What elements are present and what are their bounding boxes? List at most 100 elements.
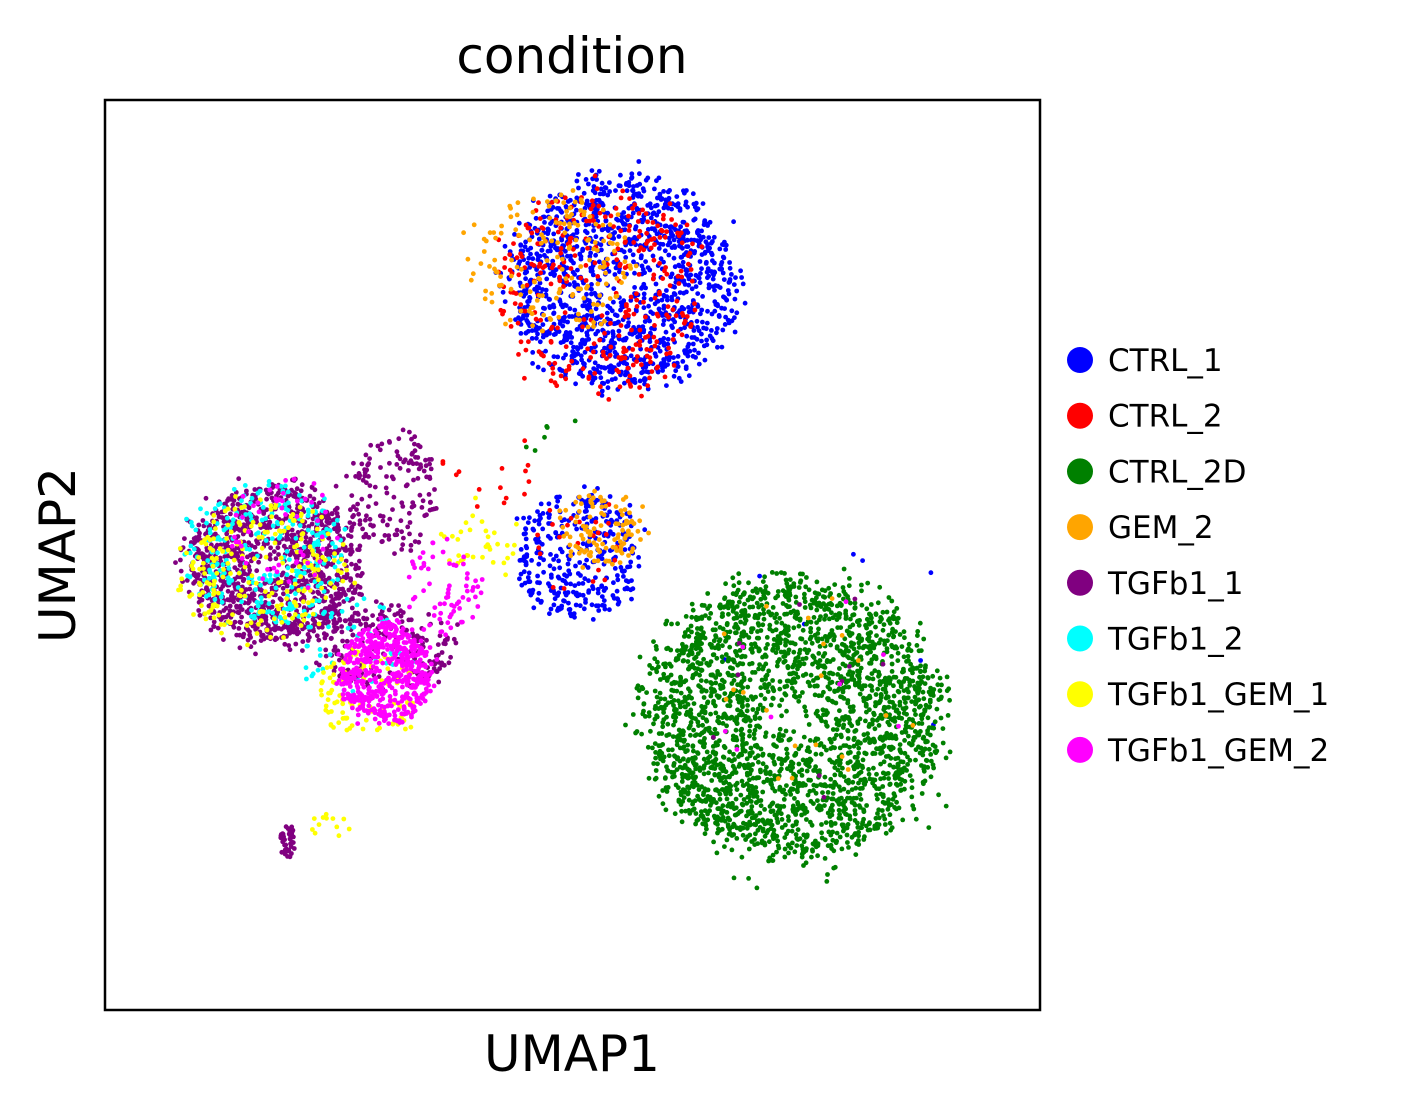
data-point — [501, 500, 507, 506]
data-point — [836, 800, 841, 806]
data-point — [852, 754, 858, 760]
data-point — [652, 656, 658, 662]
data-point — [808, 619, 814, 625]
data-point — [824, 879, 830, 884]
data-point — [644, 230, 649, 236]
data-point — [684, 228, 689, 234]
data-point — [637, 343, 643, 348]
data-point — [596, 554, 601, 560]
data-point — [692, 665, 698, 671]
data-point — [788, 671, 794, 677]
data-point — [665, 767, 670, 773]
data-point — [669, 271, 675, 277]
data-point — [720, 613, 725, 619]
data-point — [672, 811, 678, 817]
data-point — [520, 284, 526, 289]
data-point — [576, 371, 582, 376]
data-point — [627, 564, 633, 569]
data-point — [653, 768, 659, 773]
data-point — [747, 723, 753, 729]
data-point — [720, 254, 726, 260]
data-point — [541, 214, 547, 220]
data-point — [628, 353, 634, 359]
data-point — [898, 788, 904, 793]
data-point — [815, 631, 821, 636]
data-point — [887, 722, 892, 728]
data-point — [902, 676, 908, 681]
data-point — [893, 806, 899, 812]
data-point — [685, 627, 691, 632]
data-point — [800, 627, 806, 633]
data-point — [775, 776, 781, 781]
data-point — [890, 717, 896, 723]
data-point — [565, 333, 571, 338]
data-point — [686, 725, 692, 731]
data-point — [636, 272, 642, 277]
data-point — [943, 755, 949, 761]
data-point — [851, 551, 856, 557]
data-point — [607, 180, 612, 186]
data-point — [588, 529, 593, 535]
data-point — [492, 266, 497, 272]
data-point — [523, 536, 529, 542]
data-point — [598, 375, 604, 381]
data-point — [872, 777, 878, 783]
data-point — [640, 686, 646, 692]
data-point — [779, 697, 785, 703]
data-point — [583, 600, 588, 605]
data-point — [603, 281, 609, 287]
data-point — [522, 244, 528, 250]
data-point — [532, 518, 538, 524]
data-point — [680, 264, 686, 269]
data-point — [645, 219, 650, 225]
data-point — [685, 758, 691, 764]
data-point — [546, 501, 552, 507]
data-point — [706, 770, 711, 776]
data-point — [567, 221, 572, 227]
data-point — [657, 690, 663, 696]
data-point — [614, 548, 620, 553]
data-point — [572, 418, 578, 424]
data-point — [784, 678, 790, 684]
data-point — [529, 230, 535, 236]
data-point — [901, 696, 907, 702]
data-point — [584, 285, 589, 291]
data-point — [604, 356, 609, 361]
data-point — [778, 570, 784, 575]
data-point — [797, 580, 803, 585]
data-point — [692, 780, 698, 786]
data-point — [814, 783, 819, 789]
data-point — [890, 735, 896, 741]
data-point — [712, 772, 718, 778]
data-point — [557, 321, 563, 326]
data-point — [855, 739, 861, 745]
data-point — [741, 677, 747, 683]
data-point — [584, 557, 589, 563]
data-point — [738, 825, 743, 830]
data-point — [522, 491, 527, 497]
data-point — [540, 226, 546, 232]
data-point — [788, 584, 794, 590]
data-point — [638, 346, 643, 352]
data-point — [734, 288, 740, 294]
data-point — [652, 295, 658, 301]
data-point — [735, 662, 741, 668]
data-point — [525, 575, 531, 580]
data-point — [713, 633, 718, 638]
data-point — [782, 653, 788, 659]
data-point — [681, 679, 687, 685]
data-point — [651, 257, 657, 263]
data-point — [731, 687, 736, 693]
data-point — [565, 522, 570, 528]
data-point — [744, 800, 750, 806]
data-point — [523, 444, 529, 450]
data-point — [881, 622, 887, 627]
data-point — [763, 646, 769, 651]
data-point — [723, 652, 729, 657]
data-point — [695, 324, 700, 330]
data-point — [918, 658, 923, 663]
data-point — [492, 257, 498, 263]
data-point — [856, 750, 861, 756]
data-point — [844, 832, 850, 838]
data-point — [635, 695, 641, 701]
